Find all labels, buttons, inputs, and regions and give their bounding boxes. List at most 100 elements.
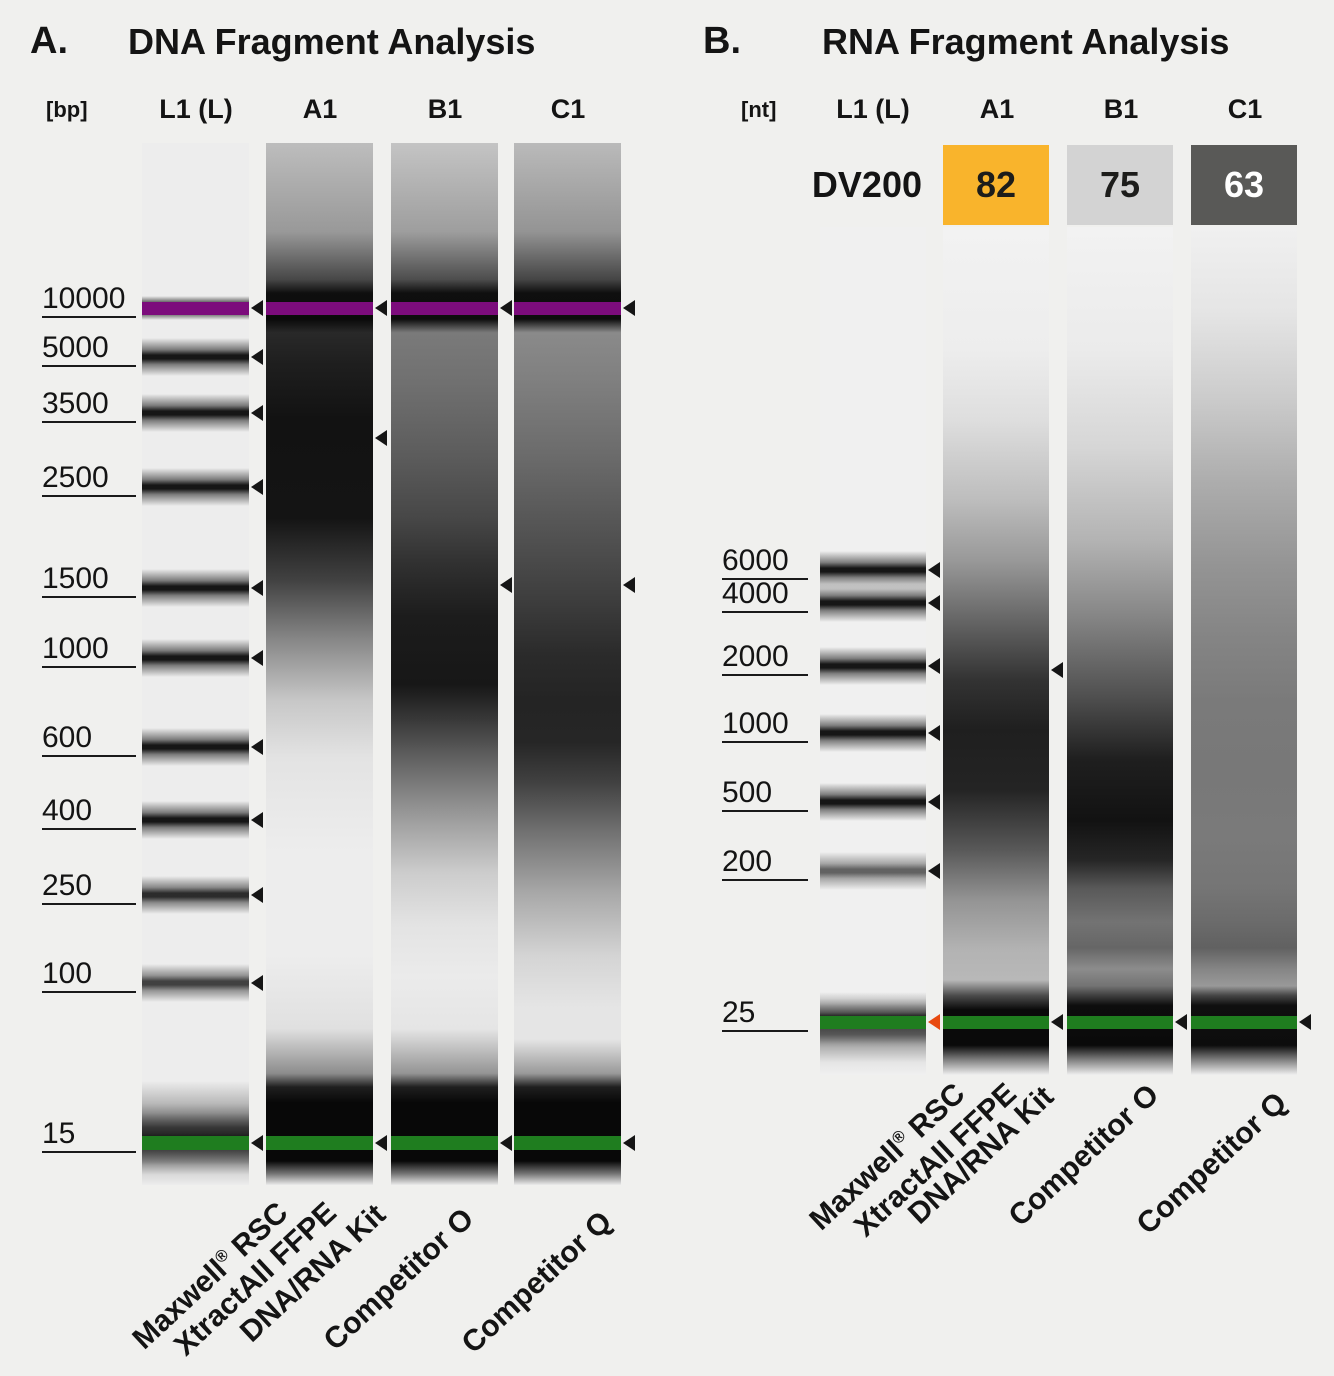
gel-lane-sample-C1	[1191, 227, 1297, 1075]
ladder-band-100	[142, 964, 249, 1002]
unit-label-nt: [nt]	[741, 97, 777, 122]
band-size-label-6000: 6000	[722, 544, 808, 580]
band-marker-arrow-icon	[375, 300, 387, 316]
band-marker-arrow-icon	[928, 725, 940, 741]
column-header-c1-rna: C1	[1227, 94, 1263, 124]
band-size-label-500: 500	[722, 776, 808, 812]
column-header-b1-dna: B1	[427, 94, 463, 124]
band-marker-arrow-icon	[251, 975, 263, 991]
band-size-label-400: 400	[42, 794, 136, 830]
upper-marker-band	[514, 302, 621, 315]
band-marker-arrow-icon	[251, 479, 263, 495]
dv200-value-box-C1: 63	[1191, 145, 1297, 225]
column-header-b1-rna: B1	[1103, 94, 1139, 124]
ladder-band-1000	[820, 714, 926, 752]
unit-label-bp: [bp]	[46, 97, 88, 122]
band-size-label-25: 25	[722, 996, 808, 1032]
band-size-label-600: 600	[42, 721, 136, 757]
ladder-band-6000	[820, 551, 926, 589]
band-size-label-5000: 5000	[42, 331, 136, 367]
band-size-label-250: 250	[42, 869, 136, 905]
band-size-label-15: 15	[42, 1117, 136, 1153]
band-marker-arrow-icon	[928, 658, 940, 674]
band-marker-arrow-icon	[928, 863, 940, 879]
ladder-band-500	[820, 783, 926, 821]
upper-marker-band	[142, 302, 249, 315]
band-marker-arrow-icon	[623, 1135, 635, 1151]
band-marker-arrow-icon	[1051, 1014, 1063, 1030]
band-marker-arrow-icon	[375, 430, 387, 446]
band-marker-arrow-icon	[1175, 1014, 1187, 1030]
band-marker-arrow-icon	[251, 580, 263, 596]
gel-lane-sample-C1	[514, 143, 621, 1185]
lower-marker-band	[943, 1016, 1049, 1029]
panel-a-title: DNA Fragment Analysis	[128, 21, 536, 62]
lower-marker-band	[1191, 1016, 1297, 1029]
lower-marker-band	[514, 1136, 621, 1150]
gel-lane-sample-A1	[266, 143, 373, 1185]
band-marker-arrow-icon	[500, 1135, 512, 1151]
band-marker-arrow-icon	[251, 650, 263, 666]
column-header-a1-dna: A1	[302, 94, 338, 124]
band-marker-arrow-icon	[375, 1135, 387, 1151]
column-header-a1-rna: A1	[979, 94, 1015, 124]
column-header-ladder-b: L1 (L)	[836, 94, 910, 124]
ladder-band-250	[142, 876, 249, 914]
band-marker-arrow-icon	[251, 349, 263, 365]
band-marker-arrow-icon	[623, 577, 635, 593]
band-size-label-2000: 2000	[722, 640, 808, 676]
lower-marker-band	[1067, 1016, 1173, 1029]
band-marker-arrow-icon	[251, 739, 263, 755]
ladder-band-4000	[820, 584, 926, 622]
panel-a-label: A.	[30, 20, 68, 62]
lower-marker-band	[266, 1136, 373, 1150]
ladder-band-2500	[142, 468, 249, 506]
band-marker-arrow-icon	[1051, 662, 1063, 678]
band-size-label-2500: 2500	[42, 461, 136, 497]
column-header-ladder-a: L1 (L)	[159, 94, 233, 124]
band-marker-arrow-icon	[251, 1135, 263, 1151]
column-header-c1-dna: C1	[550, 94, 586, 124]
band-marker-arrow-icon	[928, 1014, 940, 1030]
gel-lane-sample-B1	[391, 143, 498, 1185]
ladder-band-1000	[142, 639, 249, 677]
band-size-label-1000: 1000	[722, 707, 808, 743]
ladder-band-3500	[142, 394, 249, 432]
lower-marker-band	[391, 1136, 498, 1150]
band-marker-arrow-icon	[928, 595, 940, 611]
ladder-band-200	[820, 852, 926, 890]
band-marker-arrow-icon	[251, 300, 263, 316]
band-marker-arrow-icon	[251, 887, 263, 903]
band-size-label-10000: 10000	[42, 282, 136, 318]
ladder-band-1500	[142, 569, 249, 607]
band-size-label-200: 200	[722, 845, 808, 881]
ladder-band-600	[142, 728, 249, 766]
dv200-label: DV200	[811, 164, 922, 205]
gel-lane-sample-A1	[943, 227, 1049, 1075]
band-size-label-4000: 4000	[722, 577, 808, 613]
ladder-band-400	[142, 801, 249, 839]
upper-marker-band	[391, 302, 498, 315]
band-marker-arrow-icon	[251, 405, 263, 421]
upper-marker-band	[266, 302, 373, 315]
sample-name-label: Competitor Q	[455, 1205, 619, 1360]
band-marker-arrow-icon	[251, 812, 263, 828]
band-marker-arrow-icon	[623, 300, 635, 316]
band-marker-arrow-icon	[928, 562, 940, 578]
band-marker-arrow-icon	[1299, 1014, 1311, 1030]
band-marker-arrow-icon	[500, 577, 512, 593]
band-size-label-1500: 1500	[42, 562, 136, 598]
band-marker-arrow-icon	[928, 794, 940, 810]
gel-lane-sample-B1	[1067, 227, 1173, 1075]
band-size-label-3500: 3500	[42, 387, 136, 423]
ladder-band-2000	[820, 647, 926, 685]
lower-marker-band	[142, 1136, 249, 1150]
ladder-band-5000	[142, 338, 249, 376]
lower-marker-band	[820, 1016, 926, 1029]
band-marker-arrow-icon	[500, 300, 512, 316]
dv200-value-box-A1: 82	[943, 145, 1049, 225]
band-size-label-100: 100	[42, 957, 136, 993]
panel-b-label: B.	[703, 20, 741, 62]
dv200-value-box-B1: 75	[1067, 145, 1173, 225]
